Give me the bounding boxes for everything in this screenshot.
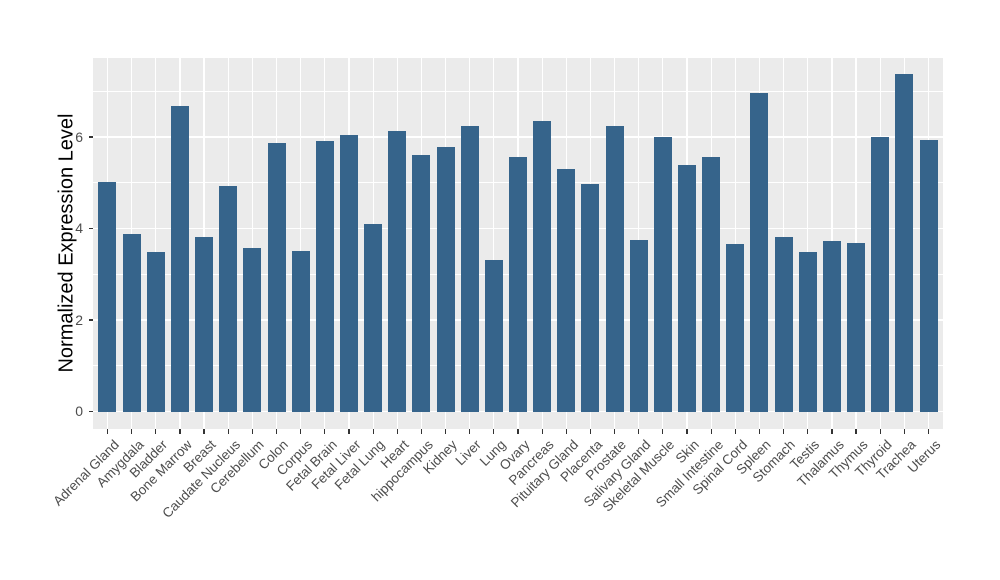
bar <box>219 185 238 412</box>
x-tick-mark <box>444 429 447 434</box>
plot-panel <box>93 58 943 429</box>
x-tick-mark <box>541 429 543 434</box>
bar <box>243 247 262 412</box>
x-tick-mark <box>565 429 567 434</box>
x-tick-mark <box>638 429 640 434</box>
x-tick-mark <box>662 429 664 434</box>
bar <box>460 125 479 412</box>
x-tick-mark <box>420 429 422 434</box>
y-tick-label: 6 <box>75 128 83 145</box>
y-tick-label: 2 <box>75 311 83 328</box>
bar <box>146 251 165 412</box>
bar <box>388 130 407 412</box>
bar <box>267 142 286 412</box>
bar <box>509 156 527 412</box>
x-tick-mark <box>903 429 905 434</box>
bar <box>533 120 552 412</box>
bar <box>702 156 721 412</box>
x-tick-mark <box>106 429 109 434</box>
x-tick-mark <box>396 429 398 434</box>
bar <box>726 243 745 412</box>
x-tick-mark <box>372 429 374 434</box>
x-tick-mark <box>324 429 326 434</box>
bar <box>895 73 914 412</box>
vertical-gridline <box>734 58 736 429</box>
bar <box>195 237 214 412</box>
bar <box>678 164 697 412</box>
x-tick-mark <box>203 429 205 434</box>
vertical-gridline <box>493 58 495 429</box>
vertical-gridline <box>300 58 302 429</box>
x-tick-mark <box>179 429 181 434</box>
x-tick-mark <box>275 429 278 434</box>
x-tick-mark <box>783 429 785 434</box>
bar <box>291 251 310 412</box>
x-tick-mark <box>807 429 809 434</box>
y-tick-mark <box>88 410 93 413</box>
bar <box>436 147 455 412</box>
x-tick-mark <box>589 429 592 434</box>
bar <box>919 140 938 412</box>
bar <box>847 242 866 412</box>
bar <box>557 168 576 412</box>
bar <box>750 92 769 412</box>
bar <box>315 140 334 412</box>
bar <box>774 236 793 412</box>
x-tick-mark <box>469 429 471 434</box>
x-tick-mark <box>613 429 616 434</box>
x-tick-mark <box>251 429 253 434</box>
bar <box>798 252 817 412</box>
y-tick-label: 4 <box>75 220 83 236</box>
x-tick-mark <box>855 429 857 434</box>
x-tick-mark <box>131 429 133 434</box>
vertical-gridline <box>807 58 809 429</box>
x-tick-mark <box>927 429 930 434</box>
bar <box>484 259 503 412</box>
x-tick-mark <box>710 429 712 434</box>
bar <box>339 134 358 412</box>
y-tick-mark <box>88 227 93 230</box>
x-tick-mark <box>493 429 495 434</box>
x-tick-mark <box>686 429 688 434</box>
bar <box>364 223 383 412</box>
bar <box>98 182 117 412</box>
y-tick-label: 0 <box>75 403 83 419</box>
x-tick-mark <box>879 429 881 434</box>
x-tick-mark <box>227 429 229 434</box>
bar <box>170 106 189 412</box>
bar <box>605 126 624 412</box>
bar <box>629 239 648 412</box>
y-tick-mark <box>88 136 93 138</box>
bar <box>581 183 600 412</box>
x-tick-mark <box>517 429 519 434</box>
bar <box>122 234 141 412</box>
y-axis-title: Normalized Expression Level <box>55 113 78 373</box>
vertical-gridline <box>155 58 157 429</box>
x-tick-mark <box>831 429 833 434</box>
x-tick-mark <box>300 429 302 434</box>
y-tick-mark <box>88 319 93 321</box>
x-tick-mark <box>348 429 350 434</box>
bar <box>871 137 890 412</box>
bar <box>822 240 841 412</box>
x-tick-mark <box>155 429 157 434</box>
bar <box>412 155 431 412</box>
vertical-gridline <box>251 58 253 429</box>
x-tick-mark <box>734 429 736 434</box>
x-tick-mark <box>758 429 761 434</box>
bar <box>653 136 672 412</box>
x-tick-label-text: Liver <box>453 437 485 469</box>
